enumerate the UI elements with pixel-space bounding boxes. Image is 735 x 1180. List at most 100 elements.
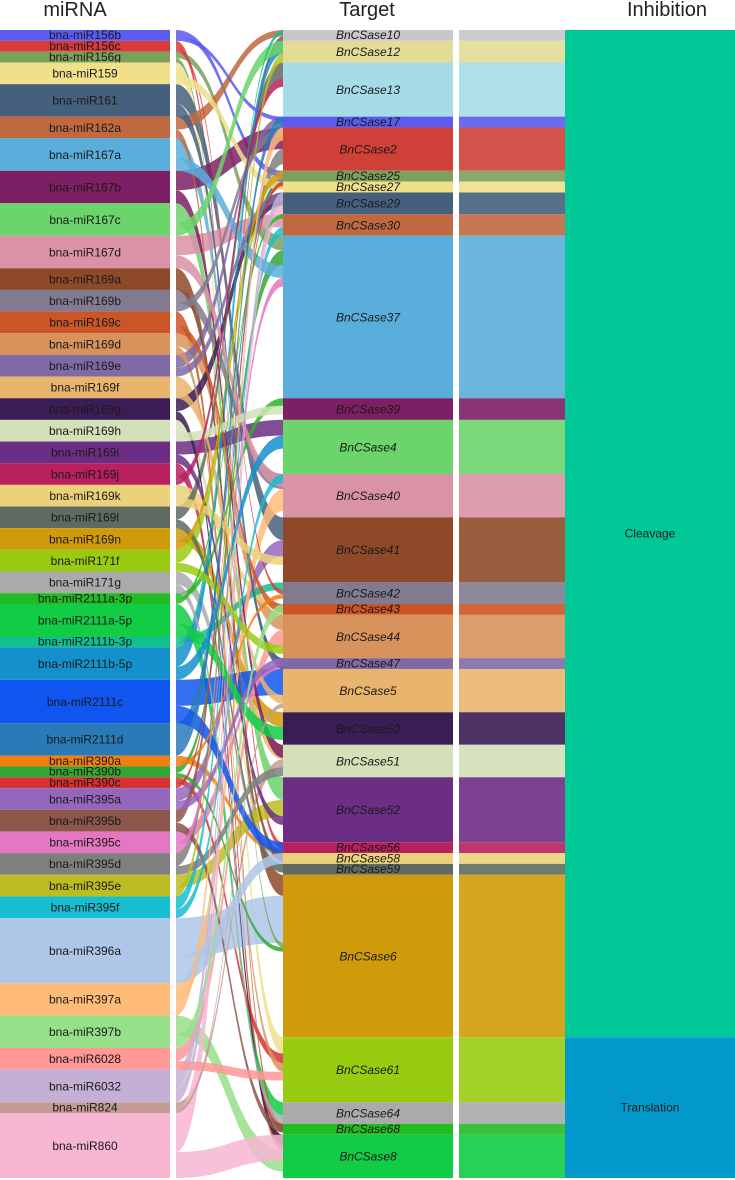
mirna-label-bna-mir169c: bna-miR169c <box>49 316 120 330</box>
link-bna-mir396a-to-bncsase6 <box>176 895 283 958</box>
link-bna-mir167a-to-bncsase47 <box>176 138 283 665</box>
link-bna-mir171f-to-bncsase44-secondary <box>176 562 283 654</box>
link-bna-mir169d-to-bncsase61-secondary <box>176 346 283 1072</box>
mirna-node-bna-mir169k <box>0 484 170 507</box>
target-label-bncsase43: BnCSase43 <box>336 602 400 616</box>
mirna-label-bna-mir397b: bna-miR397b <box>49 1025 121 1039</box>
mirna-node-bna-mir2111d <box>0 723 170 756</box>
mirna-label-bna-mir169b: bna-miR169b <box>49 294 121 308</box>
link-bncsase4-to-cleavage <box>459 419 565 475</box>
target-node-bncsase4 <box>283 419 453 475</box>
link-bna-mir169l-to-bncsase13 <box>176 62 283 520</box>
mirna-target-links <box>176 30 283 1178</box>
target-label-bncsase47: BnCSase47 <box>336 656 401 670</box>
target-label-bncsase25: BnCSase25 <box>336 169 400 183</box>
mirna-label-bna-mir824: bna-miR824 <box>52 1100 118 1114</box>
inhibition-node-translation <box>565 1037 735 1178</box>
target-label-bncsase2: BnCSase2 <box>339 142 397 156</box>
target-node-bncsase47 <box>283 658 453 669</box>
link-bncsase13-to-cleavage <box>459 62 565 117</box>
mirna-node-bna-mir169a <box>0 268 170 290</box>
target-label-bncsase52: BnCSase52 <box>336 803 400 817</box>
mirna-label-bna-mir161: bna-miR161 <box>52 94 118 108</box>
link-bncsase44-to-cleavage <box>459 614 565 659</box>
link-bna-mir169e-to-bncsase17 <box>176 116 283 368</box>
mirna-node-bna-mir860 <box>0 1113 170 1178</box>
link-bncsase40-to-cleavage <box>459 474 565 518</box>
target-node-bncsase25 <box>283 170 453 182</box>
link-bna-mir156b-to-bncsase17-secondary <box>176 36 283 121</box>
mirna-node-bna-mir395c <box>0 831 170 854</box>
link-bna-mir2111a-3p-to-bncsase39 <box>176 398 283 600</box>
mirna-node-bna-mir167c <box>0 203 170 236</box>
link-bncsase5-to-cleavage <box>459 668 565 713</box>
mirna-label-bna-mir396a: bna-miR396a <box>49 944 121 958</box>
link-bna-mir169a-to-bncsase6 <box>176 268 283 896</box>
target-label-bncsase10: BnCSase10 <box>336 28 400 42</box>
target-node-bncsase68 <box>283 1123 453 1135</box>
link-bna-mir390c-to-bncsase27-secondary <box>176 181 283 789</box>
target-node-bncsase37 <box>283 235 453 399</box>
link-bna-mir169j-to-bncsase68 <box>176 463 283 1131</box>
target-node-bncsase10 <box>283 30 453 41</box>
mirna-node-bna-mir395e <box>0 874 170 897</box>
link-bna-mir2111b-5p-to-bncsase4-secondary <box>176 435 283 680</box>
link-bna-mir169n-to-bncsase25-secondary <box>176 170 283 550</box>
link-bna-mir6032-to-bncsase29-secondary <box>176 192 283 1103</box>
mirna-label-bna-mir390c: bna-miR390c <box>49 775 120 789</box>
mirna-node-bna-mir169l <box>0 506 170 529</box>
mirna-node-bna-mir396a <box>0 918 170 984</box>
mirna-node-bna-mir2111a-5p <box>0 604 170 637</box>
link-bna-mir390b-to-bncsase6-secondary <box>176 772 283 952</box>
target-label-bncsase58: BnCSase58 <box>336 851 400 865</box>
link-bna-mir171g-to-bncsase58 <box>176 571 283 860</box>
mirna-label-bna-mir2111d: bna-miR2111d <box>47 733 124 747</box>
link-bna-mir169g-to-bncsase29 <box>176 192 283 412</box>
mirna-label-bna-mir2111b-5p: bna-miR2111b-5p <box>38 657 133 671</box>
inhibition-label-cleavage: Cleavage <box>625 527 676 541</box>
inhibition-label-translation: Translation <box>621 1101 680 1115</box>
mirna-label-bna-mir169h: bna-miR169h <box>49 424 121 438</box>
link-bncsase42-to-cleavage <box>459 582 565 604</box>
link-bncsase29-to-cleavage <box>459 192 565 215</box>
mirna-node-bna-mir390a <box>0 755 170 767</box>
link-bna-mir167c-to-bncsase12-secondary <box>176 40 283 236</box>
target-node-bncsase12 <box>283 40 453 63</box>
header-inhibition: Inhibition <box>627 0 707 21</box>
link-bna-mir169d-to-bncsase44 <box>176 333 283 630</box>
target-node-bncsase43 <box>283 604 453 615</box>
mirna-label-bna-mir390a: bna-miR390a <box>49 754 121 768</box>
link-bncsase30-to-cleavage <box>459 214 565 236</box>
link-bna-mir2111a-3p-to-bncsase30-secondary <box>176 214 283 604</box>
link-bncsase43-to-cleavage <box>459 604 565 615</box>
target-nodes: BnCSase10 BnCSase12 BnCSase13 BnCSase17 BnCS… <box>283 28 459 1178</box>
mirna-label-bna-mir169g: bna-miR169g <box>49 402 121 416</box>
target-label-bncsase59: BnCSase59 <box>336 862 400 876</box>
mirna-node-bna-mir167a <box>0 138 170 171</box>
link-bncsase10-to-cleavage <box>459 30 565 41</box>
mirna-label-bna-mir167b: bna-miR167b <box>49 180 121 194</box>
link-bncsase12-to-cleavage <box>459 40 565 63</box>
link-bna-mir396a-to-bncsase58-secondary <box>176 853 283 984</box>
mirna-node-bna-mir2111b-5p <box>0 647 170 680</box>
target-label-bncsase8: BnCSase8 <box>339 1150 397 1164</box>
link-bna-mir169b-to-bncsase2-secondary <box>176 127 283 312</box>
link-bna-mir824-to-bncsase5-secondary <box>176 703 283 1114</box>
target-node-bncsase64 <box>283 1102 453 1124</box>
link-bna-mir171g-to-bncsase64-secondary <box>176 584 283 1124</box>
target-label-bncsase41: BnCSase41 <box>336 543 400 557</box>
mirna-node-bna-mir169h <box>0 419 170 442</box>
link-bncsase50-to-cleavage <box>459 712 565 745</box>
mirna-node-bna-mir162a <box>0 116 170 139</box>
mirna-node-bna-mir156g <box>0 51 170 63</box>
link-bna-mir156g-to-bncsase6-secondary <box>176 58 283 948</box>
link-bna-mir156b-to-bncsase25 <box>176 30 283 178</box>
inhibition-node-cleavage <box>565 30 735 1038</box>
mirna-label-bna-mir169i: bna-miR169i <box>51 446 119 460</box>
link-bncsase52-to-cleavage <box>459 777 565 843</box>
target-node-bncsase8 <box>283 1134 453 1178</box>
link-bncsase6-to-cleavage <box>459 874 565 1038</box>
mirna-label-bna-mir171g: bna-miR171g <box>49 576 121 590</box>
link-bna-mir162a-to-bncsase68-secondary <box>176 129 283 1133</box>
